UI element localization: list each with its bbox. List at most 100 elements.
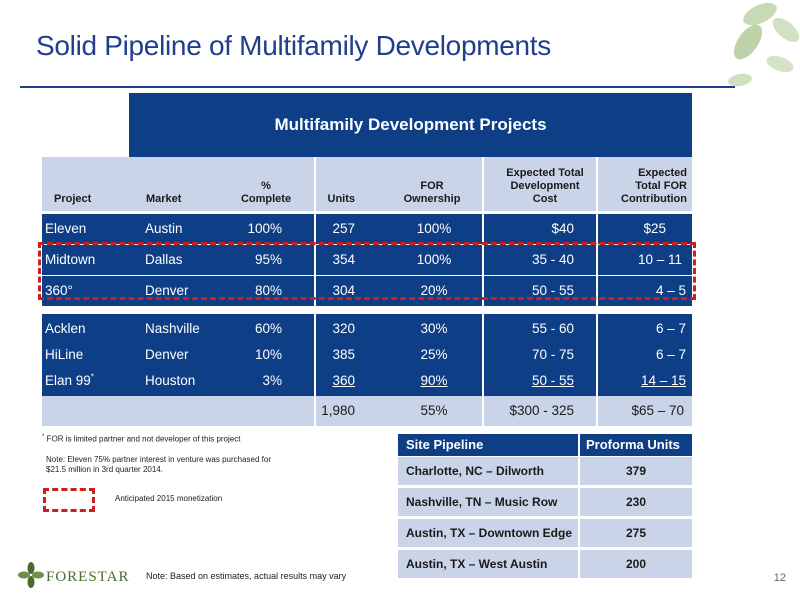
cell-cost: $40 [551, 221, 574, 236]
cell-pct: 60% [254, 321, 282, 336]
cell-market: Dallas [145, 252, 183, 267]
cell-project: 360° [45, 283, 73, 298]
site-units: 379 [625, 464, 647, 478]
col-cost-line1: Expected Total [506, 167, 584, 179]
cell-market: Nashville [145, 321, 200, 336]
cell-market: Austin [145, 221, 183, 236]
page-number: 12 [773, 572, 786, 584]
col-project: Project [54, 193, 92, 205]
col-cost-line2: Development [510, 180, 580, 192]
proforma-units-header: Proforma Units [586, 437, 680, 452]
site-row: Nashville, TN – Music Row 230 [398, 488, 692, 516]
cell-units: 354 [332, 252, 355, 267]
cell-units: 257 [332, 221, 355, 236]
site-row: Charlotte, NC – Dilworth 379 [398, 457, 692, 485]
cell-project: Elan 99* [45, 366, 94, 396]
site-name: Austin, TX – West Austin [406, 557, 548, 571]
cell-units: 320 [332, 321, 355, 336]
col-market: Market [146, 193, 182, 205]
table-row: 360° Denver 80% 304 20% 50 - 55 4 – 5 [42, 276, 692, 306]
legend-dashed-box [43, 488, 95, 512]
cell-pct: 80% [254, 283, 282, 298]
site-row: Austin, TX – West Austin 200 [398, 550, 692, 578]
col-own-line1: FOR [420, 180, 444, 192]
cell-contrib: 14 – 15 [640, 373, 686, 388]
col-pct-complete: % Complete [236, 180, 296, 206]
cell-contrib: 4 – 5 [655, 283, 686, 298]
title-divider [20, 86, 735, 88]
cell-cost: 70 - 75 [531, 347, 574, 362]
totals-row [42, 396, 692, 426]
cell-pct: 10% [254, 347, 282, 362]
cell-market: Denver [145, 283, 189, 298]
page-title: Solid Pipeline of Multifamily Developmen… [36, 30, 551, 61]
total-contrib: $65 – 70 [631, 403, 684, 418]
site-row: Austin, TX – Downtown Edge 275 [398, 519, 692, 547]
table-row: Elan 99* Houston 3% 360 90% 50 - 55 14 –… [42, 366, 692, 396]
site-column-separator [578, 434, 580, 578]
leaf-decoration [728, 2, 800, 87]
site-units: 230 [625, 495, 647, 509]
cell-own: 25% [420, 347, 448, 362]
cell-project: HiLine [45, 347, 84, 362]
cell-units: 385 [332, 347, 355, 362]
col-dev-cost: Expected Total Development Cost [495, 167, 595, 206]
col-pct-line2: Complete [240, 193, 292, 205]
forestar-logo-text: FORESTAR [46, 569, 130, 585]
footnote-text: FOR is limited partner and not developer… [46, 434, 241, 444]
col-contrib-line2: Total FOR [635, 180, 687, 192]
table-title: Multifamily Development Projects [274, 115, 547, 134]
col-units: Units [327, 193, 356, 205]
footnote-star-mark: * [42, 434, 45, 440]
cell-contrib: $25 [643, 221, 666, 236]
total-own: 55% [420, 403, 448, 418]
cell-contrib: 6 – 7 [655, 347, 686, 362]
cell-market: Denver [145, 347, 189, 362]
table-row: Midtown Dallas 95% 354 100% 35 - 40 10 –… [42, 245, 692, 275]
cell-contrib: 6 – 7 [655, 321, 686, 336]
col-contribution: Expected Total FOR Contribution [600, 167, 687, 206]
cell-cost: 50 - 55 [531, 373, 574, 388]
site-name: Charlotte, NC – Dilworth [406, 464, 545, 478]
estimates-note: Note: Based on estimates, actual results… [146, 571, 347, 581]
cell-project: Eleven [45, 221, 87, 236]
table-row: HiLine Denver 10% 385 25% 70 - 75 6 – 7 [42, 340, 692, 370]
col-contrib-line1: Expected [638, 167, 687, 179]
column-separator [596, 157, 598, 426]
site-units: 200 [625, 557, 647, 571]
legend-label: Anticipated 2015 monetization [115, 494, 223, 503]
column-separator [482, 157, 484, 426]
column-separator [314, 157, 316, 426]
total-units: 1,980 [321, 403, 355, 418]
cell-own: 30% [420, 321, 448, 336]
cell-pct: 3% [262, 373, 282, 388]
table-row: Eleven Austin 100% 257 100% $40 $25 [42, 214, 692, 244]
footnote-star: * FOR is limited partner and not develop… [42, 432, 342, 445]
site-pipeline-header: Site Pipeline Proforma Units [398, 434, 692, 456]
cell-units: 304 [332, 283, 355, 298]
cell-project: Midtown [45, 252, 96, 267]
site-header-label: Site Pipeline [406, 437, 484, 452]
col-own-line2: Ownership [403, 193, 461, 205]
cell-market: Houston [145, 373, 196, 388]
col-pct-line1: % [261, 180, 271, 192]
cell-own: 100% [416, 221, 452, 236]
cell-units: 360 [332, 373, 355, 388]
col-contrib-line3: Contribution [621, 193, 687, 205]
cell-cost: 50 - 55 [531, 283, 574, 298]
table-header-band [129, 93, 692, 157]
cell-pct: 95% [254, 252, 282, 267]
cell-own: 90% [420, 373, 448, 388]
cell-cost: 55 - 60 [531, 321, 574, 336]
col-ownership: FOR Ownership [395, 180, 469, 206]
eleven-note: Note: Eleven 75% partner interest in ven… [46, 455, 272, 474]
column-header-row [42, 157, 692, 211]
site-name: Nashville, TN – Music Row [406, 495, 558, 509]
total-cost: $300 - 325 [509, 403, 574, 418]
monetization-highlight-box [38, 242, 696, 300]
cell-project-text: Elan 99 [45, 373, 91, 388]
col-cost-line3: Cost [532, 193, 558, 205]
cell-pct: 100% [247, 221, 282, 236]
cell-own: 100% [416, 252, 452, 267]
cell-cost: 35 - 40 [531, 252, 574, 267]
